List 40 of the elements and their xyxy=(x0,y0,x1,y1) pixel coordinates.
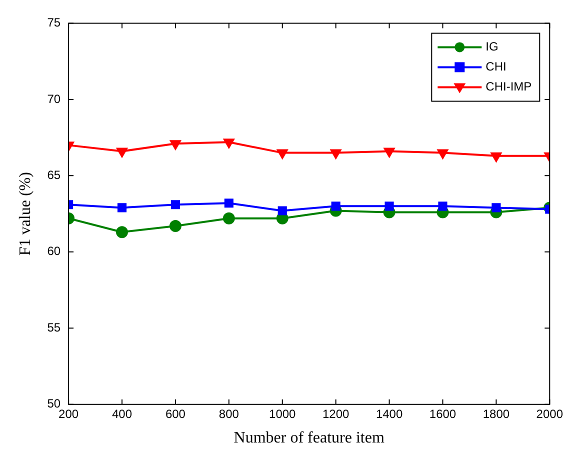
x-tick-label: 1600 xyxy=(429,406,456,421)
y-tick-label: 60 xyxy=(47,244,61,258)
point xyxy=(437,149,448,159)
point xyxy=(384,202,394,211)
point xyxy=(224,138,234,148)
x-tick-label: 600 xyxy=(165,406,186,421)
y-tick-label: 70 xyxy=(47,92,61,106)
y-tick-label: 65 xyxy=(47,168,61,182)
point xyxy=(116,148,128,158)
point xyxy=(170,200,180,210)
point xyxy=(169,220,182,232)
legend-label: CHI-IMP xyxy=(486,80,532,94)
x-tick-label: 1400 xyxy=(376,406,403,421)
point xyxy=(384,148,395,158)
point xyxy=(117,203,127,212)
x-tick-label: 800 xyxy=(218,406,240,421)
y-axis-title: F1 value (%) xyxy=(16,172,34,256)
point xyxy=(330,149,342,159)
point xyxy=(490,152,502,162)
x-axis-title: Number of feature item xyxy=(234,430,385,447)
point xyxy=(278,206,287,216)
x-tick-label: 200 xyxy=(58,406,79,421)
point xyxy=(492,203,501,212)
x-tick-label: 1200 xyxy=(322,406,350,421)
x-tick-label: 1000 xyxy=(269,406,296,421)
x-tick-label: 1800 xyxy=(482,406,510,421)
legend-label: IG xyxy=(486,40,498,54)
y-tick-label: 55 xyxy=(47,320,61,334)
legend-label: CHI xyxy=(486,60,506,74)
point xyxy=(277,149,288,159)
point xyxy=(116,226,128,238)
y-tick-label: 75 xyxy=(47,16,61,30)
point xyxy=(222,212,235,224)
point xyxy=(170,140,181,150)
point xyxy=(331,202,340,211)
x-tick-label: 2000 xyxy=(536,406,564,421)
point xyxy=(438,202,448,211)
y-tick-label: 50 xyxy=(47,396,61,411)
point xyxy=(224,198,234,208)
x-tick-label: 400 xyxy=(112,406,132,421)
